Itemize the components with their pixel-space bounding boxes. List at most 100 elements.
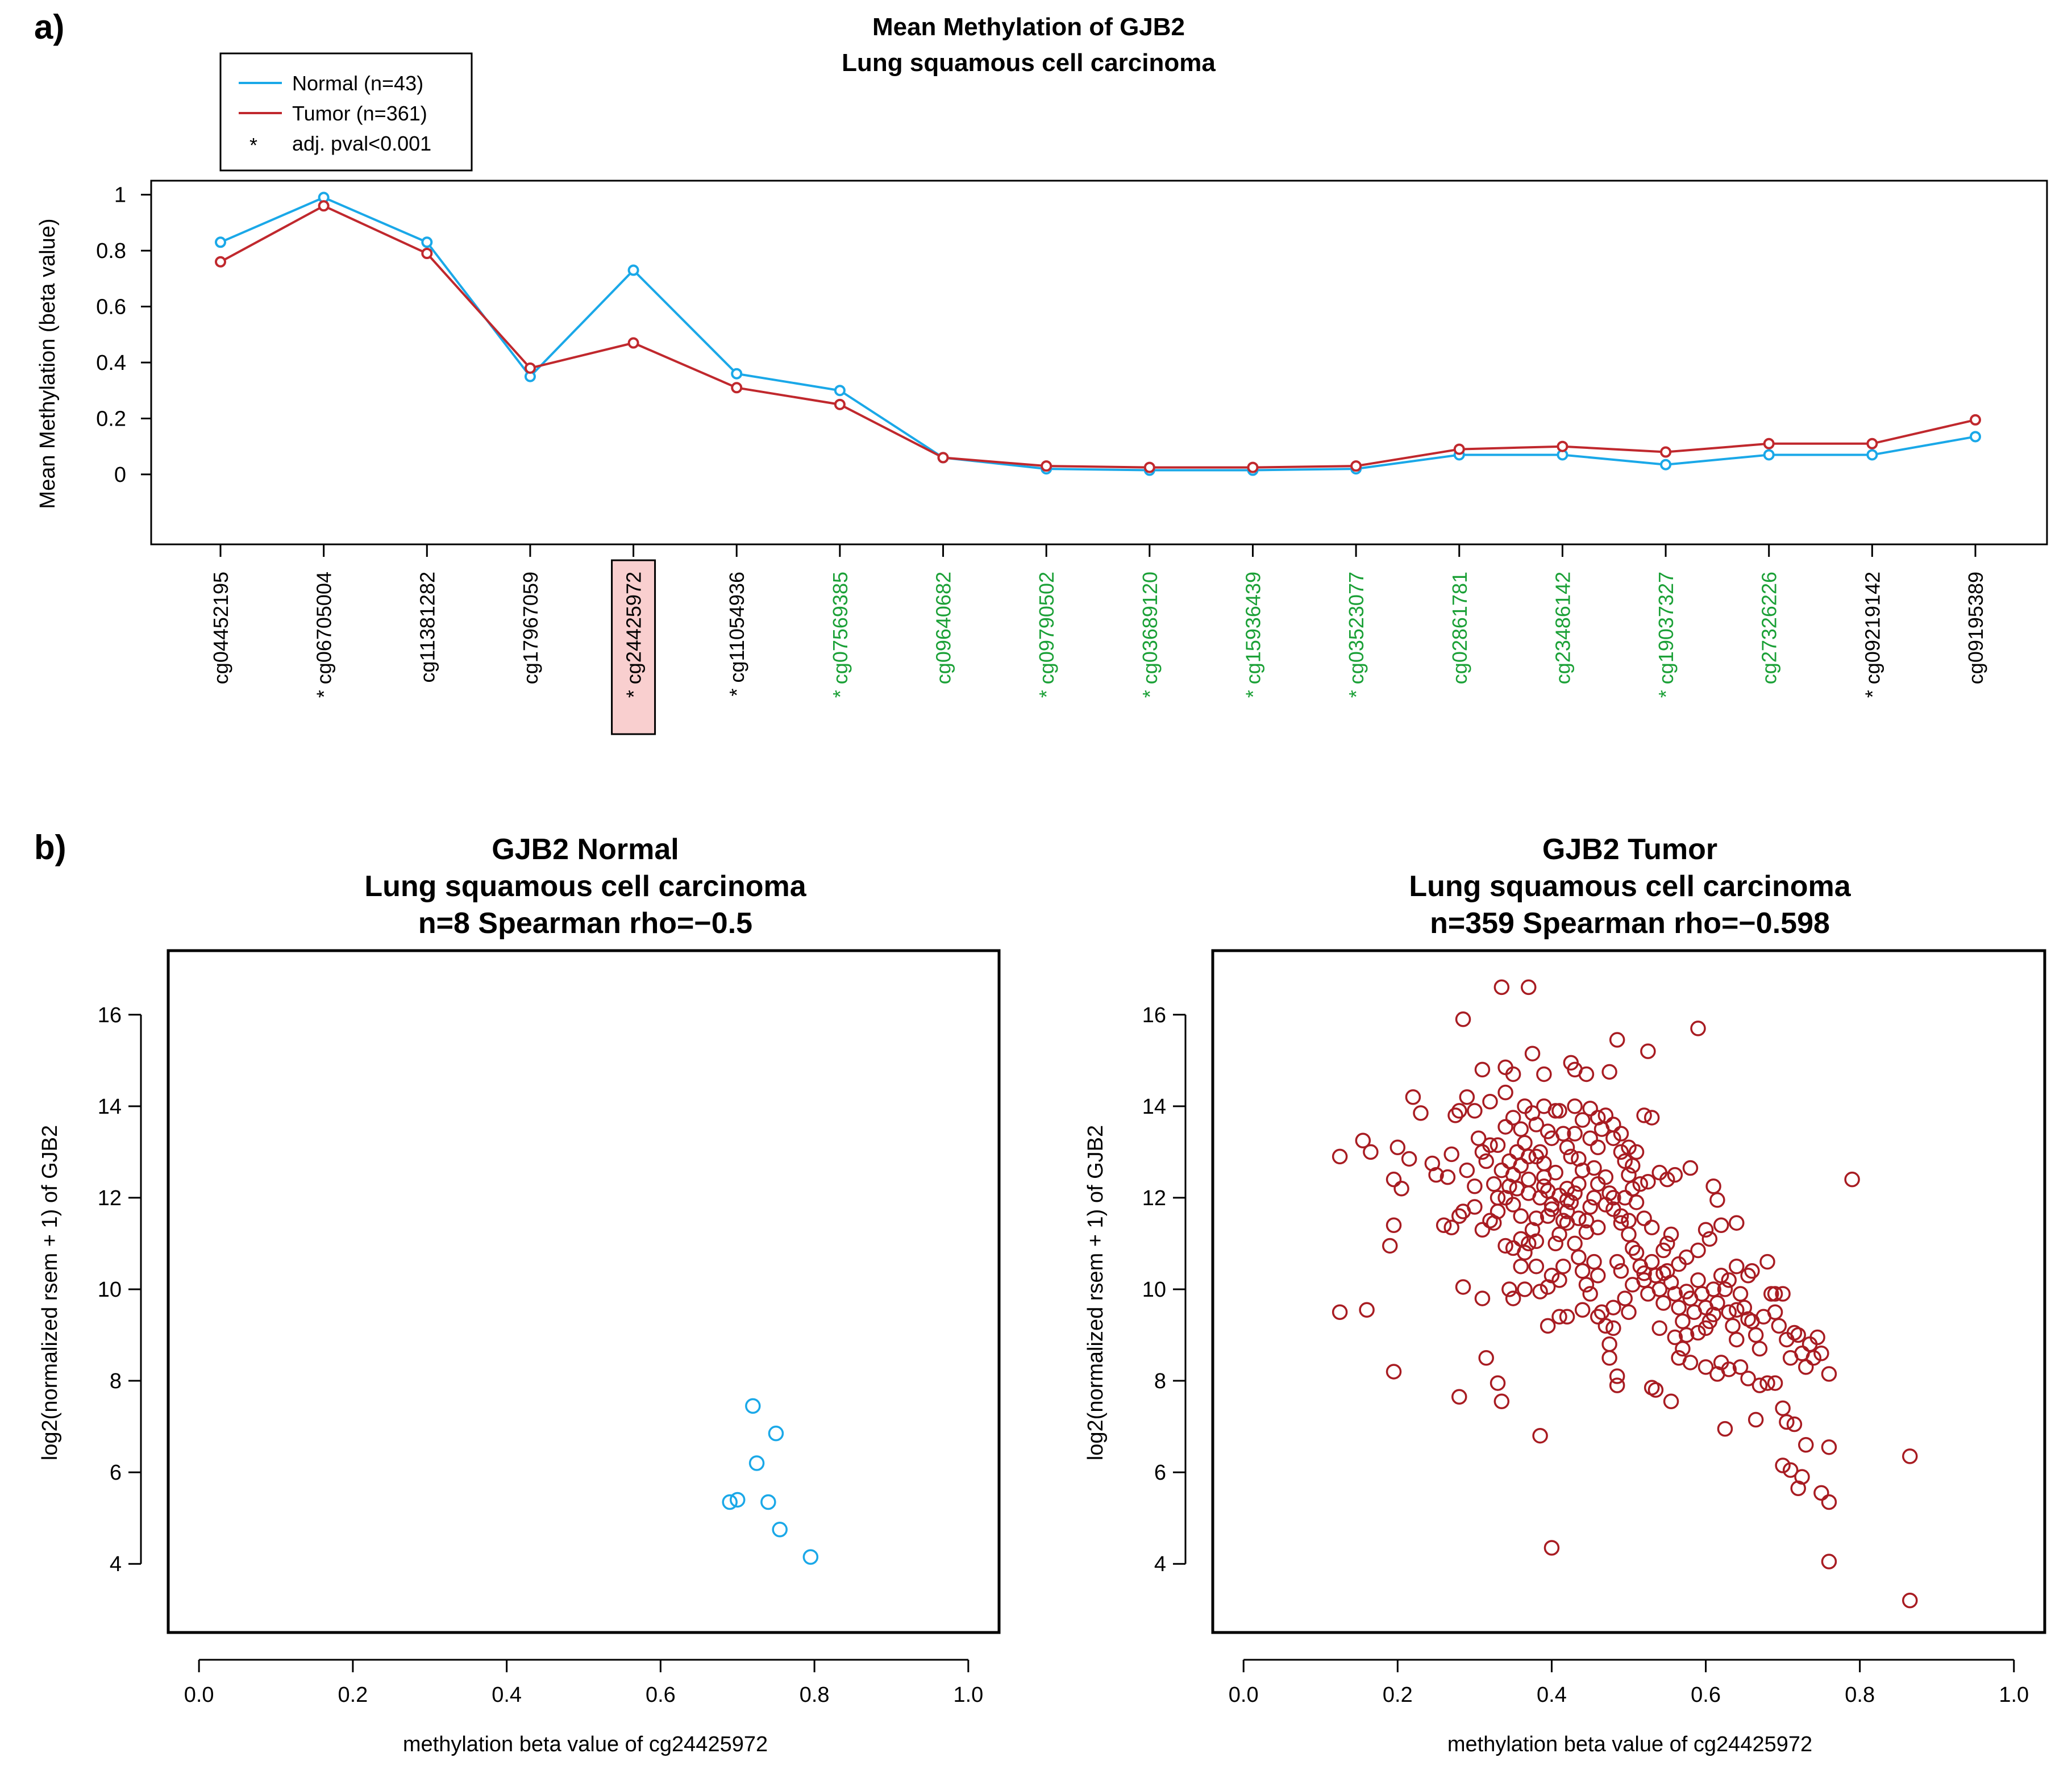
- scatter-point: [1675, 1340, 1691, 1357]
- scatter-point: [1813, 1345, 1829, 1361]
- probe-label-cg24425972: * cg24425972: [622, 572, 646, 698]
- scatter-point: [1809, 1329, 1825, 1346]
- probe-label-cg09790502: * cg09790502: [1035, 572, 1058, 698]
- scatter-point: [1517, 1135, 1533, 1151]
- scatter-point: [1605, 1300, 1621, 1315]
- scatter-point: [772, 1522, 788, 1538]
- scatter-point: [1613, 1144, 1629, 1160]
- scatter-point: [1732, 1359, 1749, 1375]
- scatter-point: [1582, 1130, 1598, 1146]
- scatter-point: [1582, 1101, 1598, 1117]
- y-tick-label: 8: [110, 1369, 122, 1393]
- scatter-point: [1505, 1240, 1521, 1256]
- series-point-normal: [834, 385, 846, 397]
- y-tick-label: 8: [1154, 1369, 1166, 1393]
- scatter-point: [1582, 1286, 1598, 1302]
- scatter-point: [1605, 1201, 1621, 1217]
- y-tick-label: 14: [98, 1095, 122, 1119]
- scatter-point: [1717, 1421, 1733, 1437]
- scatter-point: [1667, 1286, 1683, 1302]
- legend-star-symbol: *: [249, 134, 257, 157]
- scatter-point: [1732, 1286, 1749, 1302]
- scatter-point: [1601, 1064, 1617, 1080]
- scatter-point: [1625, 1181, 1641, 1197]
- scatter-point: [1513, 1121, 1529, 1137]
- scatter-point: [1628, 1144, 1645, 1160]
- scatter-point: [1513, 1231, 1529, 1247]
- scatter-point: [1740, 1371, 1756, 1386]
- scatter-point: [802, 1549, 819, 1565]
- scatter-point: [1524, 1046, 1541, 1061]
- scatter-point: [1559, 1139, 1575, 1156]
- scatter-point: [1759, 1375, 1775, 1391]
- scatter-point: [1497, 1119, 1513, 1135]
- highlighted-probe-box: [611, 559, 656, 735]
- scatter-point: [1532, 1427, 1548, 1444]
- scatter-point: [1451, 1103, 1467, 1119]
- scatter-point: [1405, 1089, 1421, 1105]
- scatter-point: [1651, 1320, 1667, 1336]
- scatter-point: [1771, 1318, 1787, 1334]
- scatter-point: [1543, 1201, 1560, 1217]
- scatter-point: [1578, 1213, 1595, 1228]
- probe-label-cg03689120: * cg03689120: [1138, 572, 1162, 698]
- scatter-point: [1574, 1302, 1591, 1318]
- scatter-point: [1663, 1226, 1679, 1243]
- scatter-point: [1474, 1290, 1491, 1306]
- scatter-point: [1751, 1340, 1768, 1357]
- scatter-point: [1563, 1148, 1579, 1165]
- series-point-normal: [1763, 449, 1775, 461]
- panel-a-y-axis-label: Mean Methylation (beta value): [36, 218, 60, 509]
- x-tick-label: 0.4: [1537, 1683, 1567, 1707]
- scatter-point: [1493, 1393, 1510, 1410]
- series-point-tumor: [627, 337, 639, 349]
- scatter-point: [1543, 1540, 1560, 1556]
- scatter-point: [1528, 1148, 1545, 1165]
- x-tick-label: 1.0: [1999, 1683, 2029, 1707]
- probe-label-cg06705004: * cg06705004: [313, 572, 336, 698]
- y-tick-label: 10: [98, 1278, 122, 1302]
- scatter-point: [1617, 1290, 1633, 1306]
- scatter-point: [1617, 1153, 1633, 1169]
- scatter-point: [1547, 1235, 1563, 1252]
- scatter-point: [1521, 1185, 1537, 1201]
- scatter-point: [1489, 1137, 1506, 1153]
- series-point-normal: [731, 368, 743, 380]
- tumor-plot-frame: [1211, 949, 2046, 1634]
- scatter-point: [1590, 1219, 1606, 1235]
- x-tick-label: 0.8: [1845, 1683, 1875, 1707]
- scatter-point: [1902, 1448, 1918, 1464]
- scatter-point: [1775, 1457, 1791, 1473]
- panel-a-y-tick-label: 0.6: [96, 295, 126, 319]
- scatter-point: [1763, 1286, 1779, 1302]
- scatter-point: [745, 1398, 761, 1414]
- scatter-point: [1574, 1263, 1591, 1279]
- series-point-tumor: [421, 248, 433, 259]
- scatter-point: [1382, 1238, 1398, 1254]
- scatter-point: [1644, 1219, 1660, 1235]
- scatter-point: [1813, 1485, 1829, 1501]
- scatter-point: [1798, 1359, 1814, 1375]
- scatter-point: [1690, 1272, 1706, 1288]
- legend-tumor-label: Tumor (n=361): [292, 102, 427, 125]
- scatter-point: [1821, 1439, 1837, 1455]
- scatter-point: [1505, 1066, 1521, 1082]
- series-point-tumor: [1557, 440, 1568, 452]
- scatter-point: [1455, 1011, 1471, 1027]
- scatter-point: [1790, 1327, 1806, 1343]
- normal-plot-frame: [167, 949, 1001, 1634]
- scatter-point: [722, 1494, 738, 1510]
- y-tick-label: 12: [1142, 1186, 1166, 1210]
- scatter-point: [1555, 1126, 1571, 1142]
- x-tick-label: 0.2: [338, 1683, 368, 1707]
- scatter-point: [1455, 1279, 1471, 1295]
- scatter-point: [1486, 1215, 1502, 1231]
- scatter-point: [1536, 1066, 1552, 1082]
- scatter-point: [1470, 1130, 1487, 1146]
- scatter-point: [1436, 1217, 1452, 1233]
- scatter-point: [1401, 1151, 1417, 1167]
- scatter-point: [1451, 1389, 1467, 1405]
- scatter-point: [1474, 1061, 1491, 1078]
- scatter-point: [1513, 1258, 1529, 1275]
